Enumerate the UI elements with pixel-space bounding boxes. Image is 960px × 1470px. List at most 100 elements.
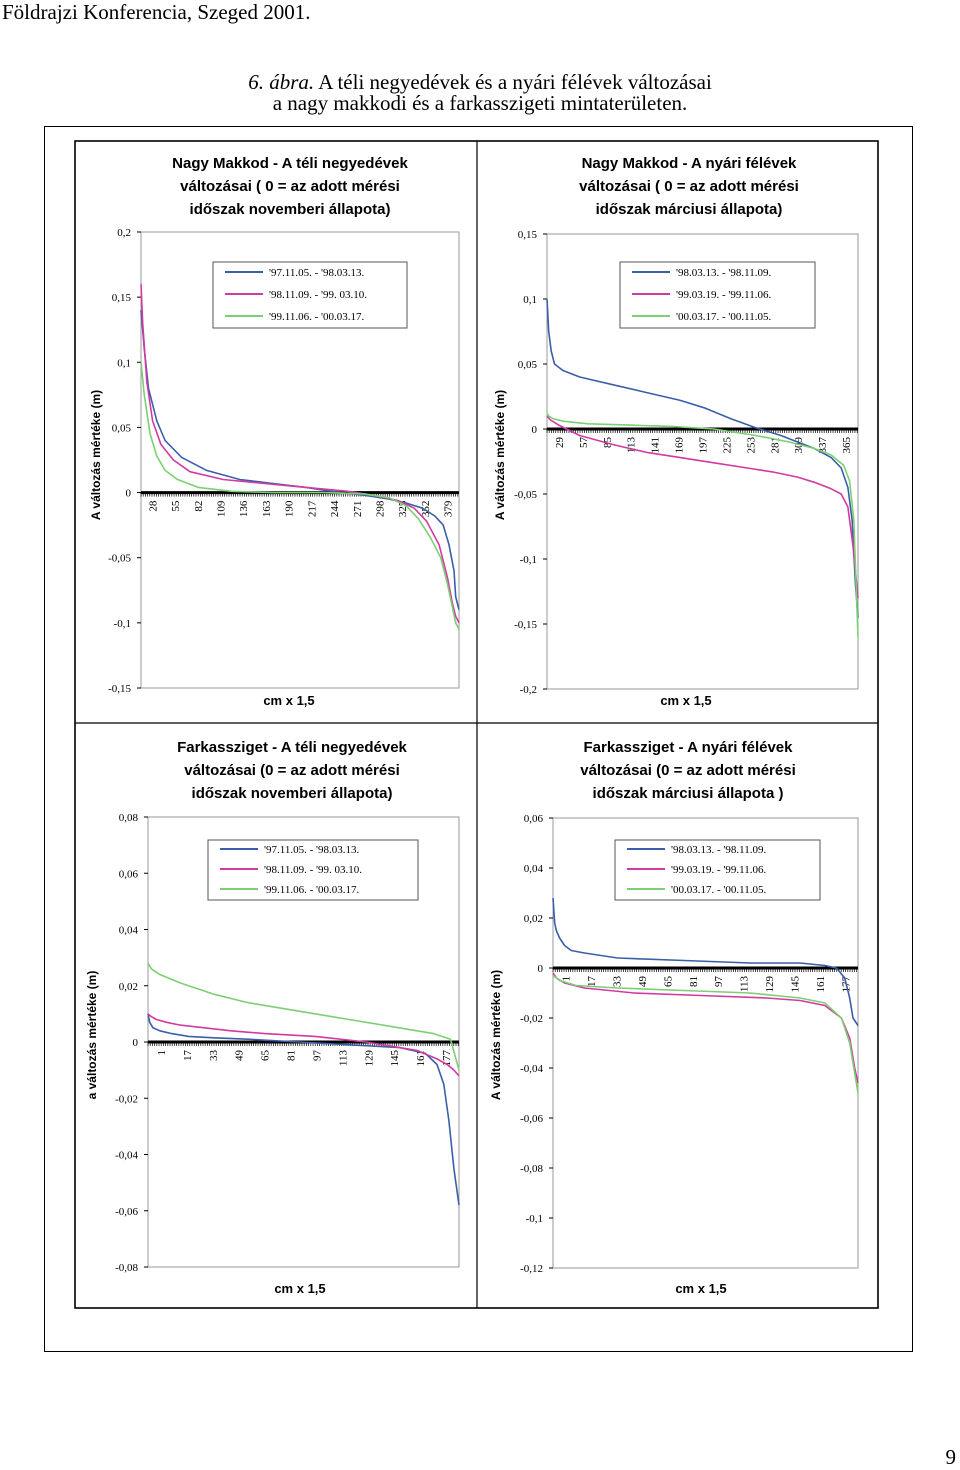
y-tick-label: 0,1 (117, 357, 131, 369)
x-tick-label: 197 (698, 437, 710, 454)
chart-1: Nagy Makkod - A téli negyedévek változása… (89, 155, 460, 708)
x-tick-label: 352 (420, 501, 432, 517)
x-axis-label: cm x 1,5 (675, 1281, 726, 1296)
chart-title-line: Farkassziget - A téli negyedévek (177, 739, 407, 756)
y-tick-label: -0,15 (108, 683, 131, 695)
y-tick-label: -0,1 (114, 618, 131, 630)
figure-number: 6. ábra. (248, 70, 315, 94)
y-tick-label: 0 (538, 963, 544, 975)
y-tick-label: 0,06 (119, 868, 139, 880)
x-tick-label: 379 (443, 500, 455, 517)
x-tick-label: 17 (586, 976, 598, 988)
y-tick-label: 0,2 (117, 227, 131, 239)
x-tick-label: 1 (561, 976, 573, 982)
y-tick-label: -0,02 (520, 1013, 543, 1025)
x-tick-label: 365 (841, 437, 853, 454)
x-tick-label: 49 (234, 1050, 246, 1062)
x-tick-label: 33 (612, 976, 624, 988)
x-tick-label: 145 (389, 1050, 401, 1067)
y-tick-label: -0,05 (108, 553, 131, 565)
chart-title-line: változásai (0 = az adott mérési (580, 762, 796, 779)
y-tick-label: -0,04 (115, 1150, 138, 1162)
legend-label: '98.11.09. - '99. 03.10. (264, 864, 362, 876)
y-tick-label: 0 (532, 424, 538, 436)
y-tick-label: 0,05 (112, 422, 132, 434)
x-tick-label: 57 (578, 437, 590, 449)
y-tick-label: 0,04 (119, 925, 139, 937)
y-tick-label: -0,02 (115, 1093, 138, 1105)
figure-caption: 6. ábra. A téli negyedévek és a nyári fé… (0, 72, 960, 114)
y-tick-label: 0,15 (112, 292, 132, 304)
x-tick-label: 28 (147, 500, 159, 512)
legend-label: '99.03.19. - '99.11.06. (671, 864, 766, 876)
y-tick-label: -0,15 (514, 619, 537, 631)
y-tick-label: -0,06 (520, 1113, 543, 1125)
x-tick-label: 161 (815, 976, 827, 993)
legend-label: '97.11.05. - '98.03.13. (264, 844, 359, 856)
y-tick-label: 0,15 (518, 229, 538, 241)
legend-label: '98.03.13. - '98.11.09. (671, 844, 766, 856)
y-tick-label: -0,04 (520, 1063, 543, 1075)
x-tick-label: 136 (238, 500, 250, 517)
legend-label: '99.03.19. - '99.11.06. (676, 289, 771, 301)
series-line-3 (546, 412, 859, 638)
x-tick-label: 163 (261, 500, 273, 517)
x-tick-label: 109 (216, 500, 228, 517)
chart-title-line: Nagy Makkod - A nyári félévek (582, 155, 797, 172)
x-tick-label: 113 (739, 976, 751, 993)
x-tick-label: 129 (764, 976, 776, 993)
x-tick-label: 337 (817, 437, 829, 454)
series-line-3 (552, 974, 859, 1094)
figure-frame (44, 126, 913, 1352)
x-tick-label: 17 (182, 1050, 194, 1062)
series-line-2 (147, 1013, 460, 1077)
caption-line-2: a nagy makkodi és a farkasszigeti mintat… (272, 91, 688, 115)
y-tick-label: 0,08 (119, 812, 139, 824)
x-tick-label: 145 (789, 976, 801, 993)
y-tick-label: -0,2 (520, 684, 537, 696)
x-tick-label: 169 (674, 437, 686, 454)
chart-4: Farkassziget - A nyári félévek változásai… (489, 739, 859, 1296)
x-tick-label: 29 (554, 437, 566, 449)
series-line-1 (147, 1013, 460, 1206)
legend-label: '99.11.06. - '00.03.17. (269, 311, 364, 323)
y-axis-label: A változás mértéke (m) (493, 390, 507, 520)
y-tick-label: 0,02 (524, 913, 543, 925)
y-tick-label: 0 (126, 488, 132, 500)
legend-label: '00.03.17. - '00.11.05. (671, 884, 766, 896)
x-tick-label: 129 (363, 1050, 375, 1067)
chart-title-line: időszak márciusi állapota) (596, 201, 783, 218)
x-tick-label: 225 (721, 437, 733, 454)
chart-title-line: változásai ( 0 = az adott mérési (180, 178, 400, 195)
series-line-2 (552, 972, 859, 1084)
y-tick-label: -0,08 (520, 1163, 543, 1175)
y-tick-label: 0,04 (524, 863, 544, 875)
x-tick-label: 298 (375, 500, 387, 517)
y-axis-label: A változás mértéke (m) (489, 970, 503, 1100)
series-line-2 (140, 284, 460, 624)
x-tick-label: 85 (602, 437, 614, 449)
series-line-1 (552, 897, 859, 1026)
chart-title-line: Farkassziget - A nyári félévek (584, 739, 794, 756)
caption-line-1: A téli negyedévek és a nyári félévek vál… (318, 70, 712, 94)
x-tick-label: 253 (745, 437, 757, 454)
running-header: Földrajzi Konferencia, Szeged 2001. (2, 0, 311, 24)
y-tick-label: -0,08 (115, 1262, 138, 1274)
chart-title-line: változásai ( 0 = az adott mérési (579, 178, 799, 195)
x-tick-label: 81 (688, 976, 700, 987)
x-tick-label: 190 (284, 500, 296, 517)
y-axis-label: A változás mértéke (m) (89, 390, 103, 520)
series-line-1 (546, 298, 859, 618)
y-tick-label: -0,05 (514, 489, 537, 501)
x-tick-label: 113 (337, 1050, 349, 1067)
y-tick-label: -0,1 (526, 1213, 543, 1225)
y-tick-label: 0,1 (523, 294, 537, 306)
x-axis-label: cm x 1,5 (660, 693, 711, 708)
y-tick-label: -0,06 (115, 1206, 138, 1218)
x-tick-label: 281 (769, 437, 781, 454)
x-tick-label: 82 (193, 501, 205, 512)
x-axis-label: cm x 1,5 (263, 693, 314, 708)
legend-label: '97.11.05. - '98.03.13. (269, 267, 364, 279)
y-tick-label: -0,12 (520, 1263, 543, 1275)
